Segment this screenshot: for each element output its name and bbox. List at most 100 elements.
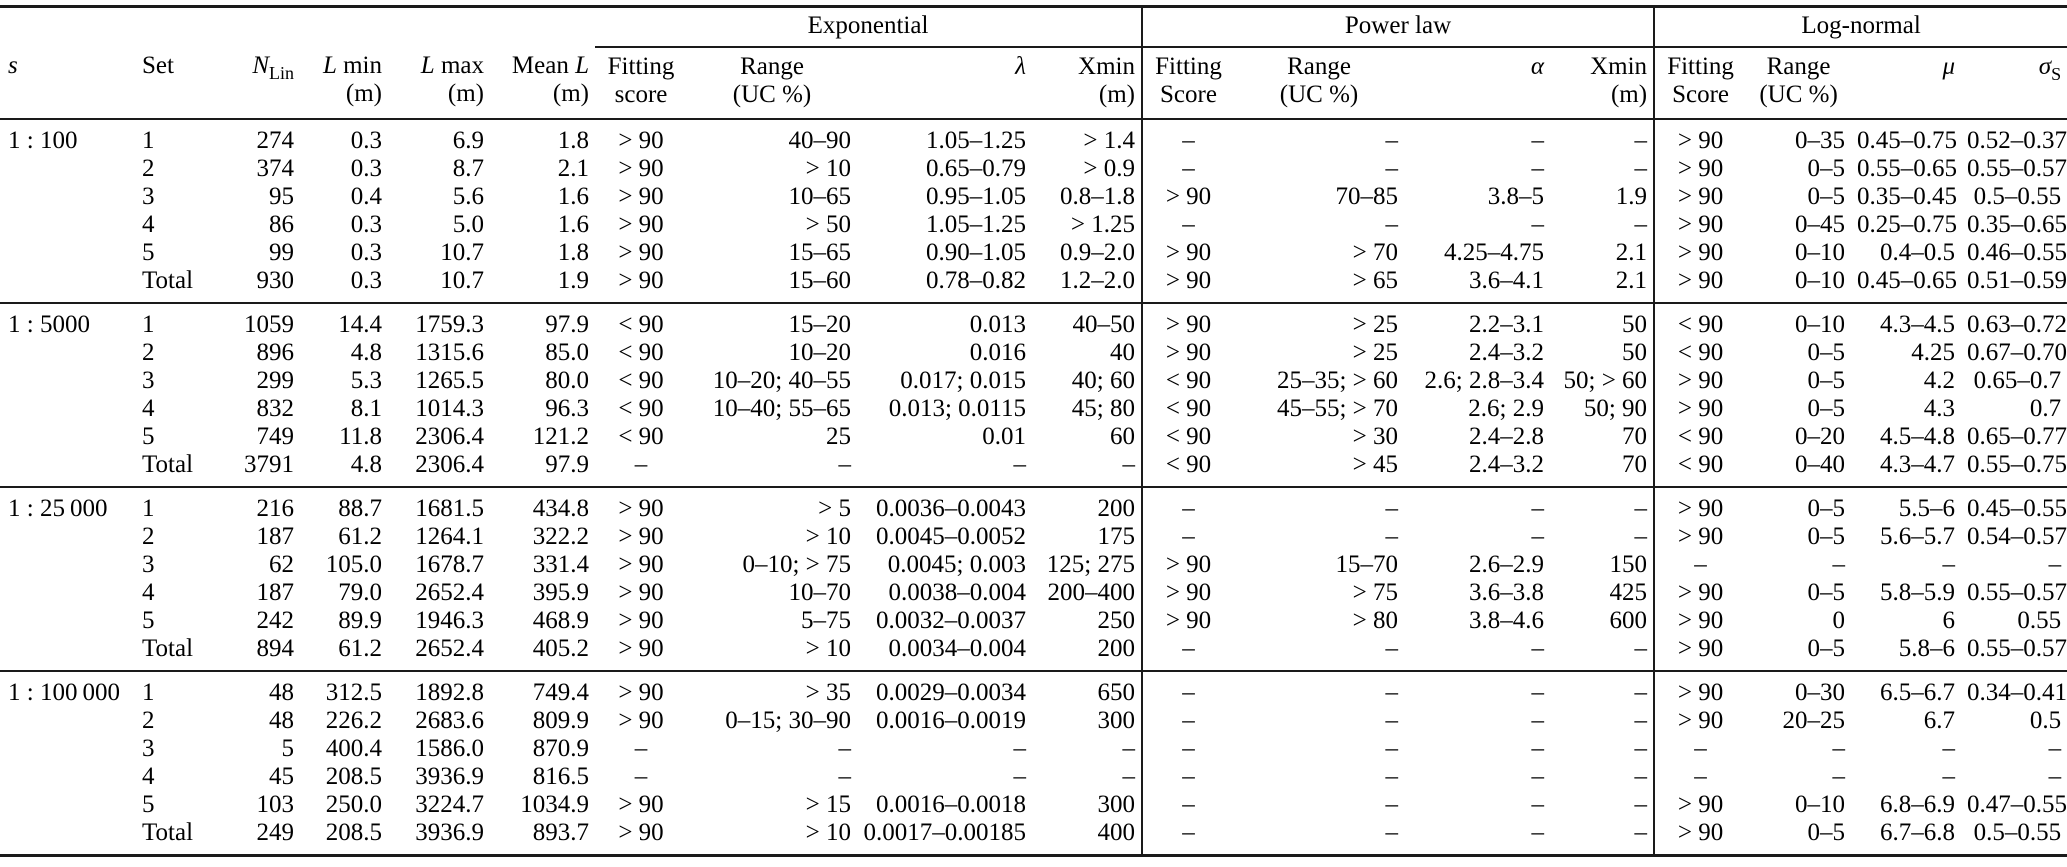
cell-l-max: 1759.3 (388, 302, 490, 339)
cell-ln-mu: 4.3–4.7 (1880, 451, 1956, 478)
cell-ln-range: 0–10 (1795, 239, 1846, 266)
fracture-table: Exponential Power law Log-normal s Set N… (0, 5, 2067, 857)
cell-exp-lambda: 0.0034–0.004 (888, 635, 1027, 662)
cell-ln-sigma: 0.65–0.77 (1967, 423, 2067, 450)
cell-exp-xmin: 175 (1097, 523, 1136, 550)
cell-ln-range: 0–5 (1807, 395, 1846, 422)
cell-mean-l: 1.8 (490, 118, 595, 155)
cell-pl-alpha: – (1531, 155, 1545, 182)
cell-ln-sigma: 0.55 (2017, 607, 2062, 634)
cell-pl-range: – (1385, 211, 1399, 238)
cell-ln-sigma: 0.46–0.55 (1967, 239, 2067, 266)
cell-ln-sigma: – (2048, 551, 2062, 578)
scale-label: 1 : 100 000 (0, 670, 128, 856)
cell-n-lin: 48 (269, 707, 294, 734)
cell-ln-sigma: 0.63–0.72 (1961, 302, 2067, 339)
cell-ln-sigma: 0.65–0.7 (1973, 367, 2062, 394)
cell-pl-xmin: – (1634, 763, 1648, 790)
table-row: 3 62 105.0 1678.7 331.4 > 90 0–10; > 75 0.0045;… (0, 551, 2067, 579)
cell-l-max: 1946.3 (415, 607, 484, 634)
cell-ln-range: 0–5 (1807, 183, 1846, 210)
cell-exp-range: – (838, 451, 852, 478)
cell-ln-fitting-score: < 90 (1653, 423, 1747, 451)
cell-exp-fitting-score: – (634, 735, 648, 762)
cell-pl-xmin: – (1634, 635, 1648, 662)
cell-pl-fitting-score: – (1141, 155, 1234, 183)
col-header-ln-mu: μ (1851, 47, 1962, 120)
cell-pl-xmin: – (1634, 155, 1648, 182)
cell-mean-l: 1.6 (557, 183, 589, 210)
cell-pl-alpha: – (1531, 211, 1545, 238)
cell-ln-sigma: 0.7 (2029, 395, 2062, 422)
cell-l-min: 5.3 (350, 367, 382, 394)
col-header-exp-range: Range (UC %) (687, 47, 857, 120)
cell-pl-range: – (1385, 763, 1399, 790)
cell-set: 4 (142, 211, 155, 238)
cell-pl-fitting-score: – (1141, 707, 1234, 735)
cell-pl-range: – (1234, 118, 1404, 155)
cell-exp-fitting-score: > 90 (618, 579, 664, 606)
cell-set: Total (142, 819, 194, 846)
cell-pl-xmin: – (1550, 670, 1655, 707)
cell-exp-xmin: 40; 60 (1071, 367, 1135, 394)
cell-pl-range: – (1234, 670, 1404, 707)
cell-l-max: 1586.0 (415, 735, 484, 762)
cell-set: 4 (142, 763, 155, 790)
cell-ln-mu: 5.8–6 (1898, 635, 1956, 662)
cell-set: 2 (142, 339, 155, 366)
cell-l-max: 10.7 (440, 267, 484, 294)
cell-ln-fitting-score: – (1653, 551, 1747, 579)
cell-ln-range: 0–5 (1807, 635, 1846, 662)
cell-set: 1 (128, 486, 208, 523)
cell-exp-xmin: 60 (1110, 423, 1135, 450)
cell-ln-mu: 0.35–0.45 (1857, 183, 1958, 210)
cell-exp-lambda: 0.90–1.05 (926, 239, 1026, 266)
cell-exp-range: > 10 (805, 523, 851, 550)
cell-set: 1 (128, 670, 208, 707)
cell-ln-range: 0–5 (1807, 819, 1846, 846)
cell-mean-l: 85.0 (545, 339, 589, 366)
cell-ln-mu: 4.3 (1923, 395, 1956, 422)
cell-exp-fitting-score: > 90 (618, 183, 664, 210)
cell-n-lin: 48 (208, 670, 300, 707)
cell-exp-lambda: 0.013 (857, 302, 1032, 339)
cell-ln-fitting-score: > 90 (1653, 670, 1747, 707)
cell-pl-range: > 65 (1352, 267, 1398, 294)
cell-exp-range: > 10 (805, 819, 851, 846)
cell-set: 1 (128, 118, 208, 155)
cell-ln-fitting-score: > 90 (1653, 707, 1747, 735)
cell-n-lin: 1059 (208, 302, 300, 339)
cell-l-min: 0.3 (350, 267, 382, 294)
cell-pl-alpha: 2.4–3.2 (1469, 451, 1544, 478)
cell-ln-range: 0–30 (1746, 670, 1852, 707)
cell-ln-mu: 4.5–4.8 (1880, 423, 1956, 450)
cell-set: 3 (142, 735, 155, 762)
cell-pl-xmin: – (1634, 523, 1648, 550)
cell-exp-xmin: 200 (1097, 635, 1136, 662)
cell-pl-fitting-score: – (1141, 763, 1234, 791)
cell-exp-fitting-score: – (634, 451, 648, 478)
cell-mean-l: 1.8 (557, 239, 589, 266)
cell-pl-fitting-score: > 90 (1141, 579, 1234, 607)
cell-set: 5 (142, 239, 155, 266)
cell-set: 3 (142, 367, 155, 394)
cell-l-max: 1892.8 (388, 670, 490, 707)
cell-pl-alpha: – (1531, 763, 1545, 790)
cell-exp-range: > 10 (805, 155, 851, 182)
cell-ln-mu: 6.8–6.9 (1880, 791, 1956, 818)
cell-exp-lambda: 0.65–0.79 (926, 155, 1026, 182)
cell-exp-xmin: 300 (1097, 707, 1136, 734)
cell-exp-xmin: 200–400 (1047, 579, 1136, 606)
cell-mean-l: 468.9 (532, 607, 589, 634)
cell-ln-fitting-score: < 90 (1653, 302, 1747, 339)
cell-n-lin: 45 (269, 763, 294, 790)
cell-pl-fitting-score: < 90 (1141, 423, 1234, 451)
cell-set: 4 (142, 395, 155, 422)
cell-exp-lambda: 0.95–1.05 (926, 183, 1026, 210)
cell-pl-alpha: – (1531, 635, 1545, 662)
cell-l-max: 3936.9 (415, 763, 484, 790)
cell-exp-range: 25 (826, 423, 851, 450)
column-header-row: s Set NLin L min (m) L max (m) Mean L (m) F… (0, 47, 2067, 120)
cell-n-lin: 5 (281, 735, 295, 762)
cell-pl-range: > 25 (1352, 339, 1398, 366)
